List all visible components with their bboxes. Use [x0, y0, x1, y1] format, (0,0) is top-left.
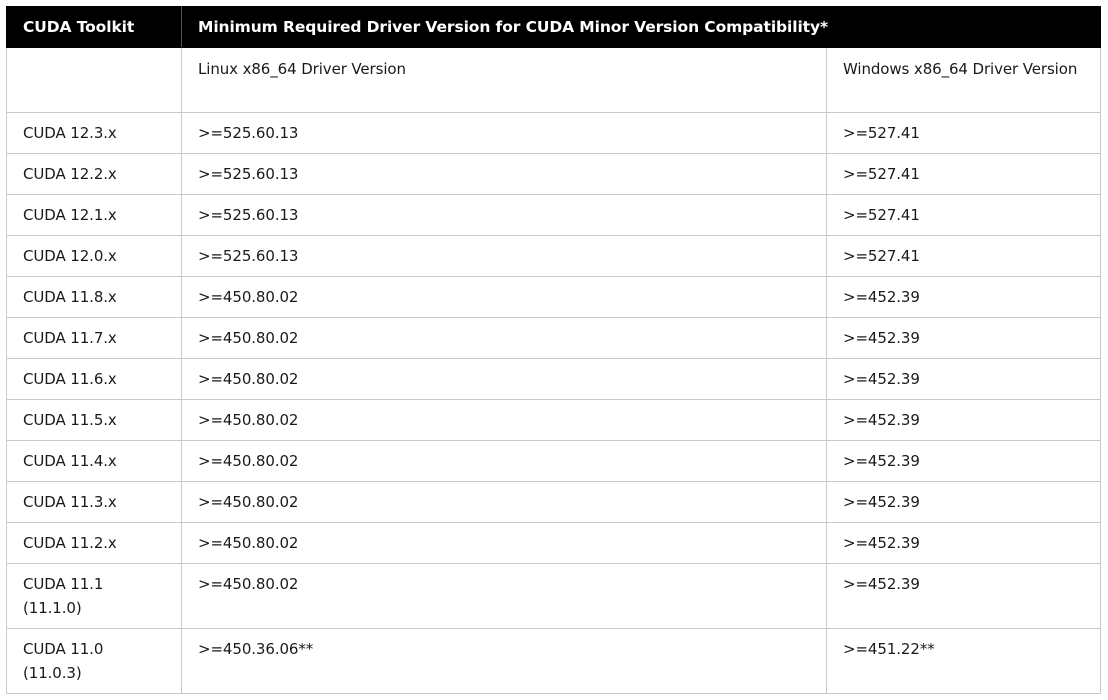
cell-cuda-toolkit: CUDA 11.5.x — [6, 399, 182, 441]
driver-compatibility-table: CUDA Toolkit Minimum Required Driver Ver… — [6, 6, 1102, 694]
cell-windows-driver: >=527.41 — [825, 112, 1102, 154]
cell-windows-driver: >=452.39 — [825, 522, 1102, 564]
table-row: CUDA 11.8.x >=450.80.02 >=452.39 — [6, 276, 1102, 318]
cell-windows-driver: >=452.39 — [825, 481, 1102, 523]
cell-linux-driver: >=525.60.13 — [181, 153, 827, 195]
cell-windows-driver: >=527.41 — [825, 153, 1102, 195]
cell-linux-driver: >=450.80.02 — [181, 481, 827, 523]
cell-linux-driver: >=450.80.02 — [181, 440, 827, 482]
cell-linux-driver: >=450.36.06** — [181, 628, 827, 694]
table-header-row: CUDA Toolkit Minimum Required Driver Ver… — [6, 6, 1102, 48]
cell-cuda-toolkit: CUDA 11.7.x — [6, 317, 182, 359]
cell-linux-driver: >=450.80.02 — [181, 358, 827, 400]
subheader-windows-driver: Windows x86_64 Driver Version — [825, 47, 1102, 113]
table-row: CUDA 11.5.x >=450.80.02 >=452.39 — [6, 399, 1102, 441]
table-row: CUDA 11.6.x >=450.80.02 >=452.39 — [6, 358, 1102, 400]
table-body: CUDA 12.3.x >=525.60.13 >=527.41 CUDA 12.2.… — [6, 112, 1102, 694]
header-cuda-toolkit: CUDA Toolkit — [6, 6, 182, 48]
cell-windows-driver: >=527.41 — [825, 194, 1102, 236]
cell-cuda-toolkit: CUDA 12.3.x — [6, 112, 182, 154]
driver-compatibility-table-container: CUDA Toolkit Minimum Required Driver Ver… — [6, 6, 1102, 694]
cell-windows-driver: >=452.39 — [825, 440, 1102, 482]
cell-cuda-toolkit: CUDA 11.4.x — [6, 440, 182, 482]
cell-cuda-toolkit: CUDA 12.2.x — [6, 153, 182, 195]
table-row: CUDA 12.1.x >=525.60.13 >=527.41 — [6, 194, 1102, 236]
cell-cuda-toolkit: CUDA 11.3.x — [6, 481, 182, 523]
cell-linux-driver: >=525.60.13 — [181, 235, 827, 277]
cell-linux-driver: >=450.80.02 — [181, 563, 827, 629]
table-row: CUDA 11.4.x >=450.80.02 >=452.39 — [6, 440, 1102, 482]
cell-linux-driver: >=450.80.02 — [181, 317, 827, 359]
cell-cuda-toolkit: CUDA 11.8.x — [6, 276, 182, 318]
table-row: CUDA 11.1 (11.1.0) >=450.80.02 >=452.39 — [6, 563, 1102, 629]
table-row: CUDA 11.0 (11.0.3) >=450.36.06** >=451.22** — [6, 628, 1102, 694]
table-row: CUDA 12.3.x >=525.60.13 >=527.41 — [6, 112, 1102, 154]
table-subheader-row: Linux x86_64 Driver Version Windows x86_… — [6, 47, 1102, 113]
table-row: CUDA 11.2.x >=450.80.02 >=452.39 — [6, 522, 1102, 564]
subheader-empty — [6, 47, 182, 113]
cell-cuda-toolkit: CUDA 12.0.x — [6, 235, 182, 277]
cell-linux-driver: >=525.60.13 — [181, 194, 827, 236]
cell-windows-driver: >=452.39 — [825, 399, 1102, 441]
cell-linux-driver: >=525.60.13 — [181, 112, 827, 154]
table-row: CUDA 11.7.x >=450.80.02 >=452.39 — [6, 317, 1102, 359]
cell-cuda-toolkit: CUDA 11.1 (11.1.0) — [6, 563, 182, 629]
table-row: CUDA 12.2.x >=525.60.13 >=527.41 — [6, 153, 1102, 195]
subheader-linux-driver: Linux x86_64 Driver Version — [181, 47, 827, 113]
cell-windows-driver: >=452.39 — [825, 276, 1102, 318]
cell-linux-driver: >=450.80.02 — [181, 522, 827, 564]
cell-windows-driver: >=451.22** — [825, 628, 1102, 694]
cell-windows-driver: >=452.39 — [825, 317, 1102, 359]
cell-windows-driver: >=452.39 — [825, 358, 1102, 400]
cell-cuda-toolkit: CUDA 11.6.x — [6, 358, 182, 400]
table-row: CUDA 11.3.x >=450.80.02 >=452.39 — [6, 481, 1102, 523]
cell-windows-driver: >=527.41 — [825, 235, 1102, 277]
cell-windows-driver: >=452.39 — [825, 563, 1102, 629]
table-row: CUDA 12.0.x >=525.60.13 >=527.41 — [6, 235, 1102, 277]
cell-cuda-toolkit: CUDA 11.2.x — [6, 522, 182, 564]
cell-cuda-toolkit: CUDA 12.1.x — [6, 194, 182, 236]
header-minimum-driver-version: Minimum Required Driver Version for CUDA… — [180, 6, 1102, 48]
cell-cuda-toolkit: CUDA 11.0 (11.0.3) — [6, 628, 182, 694]
cell-linux-driver: >=450.80.02 — [181, 276, 827, 318]
cell-linux-driver: >=450.80.02 — [181, 399, 827, 441]
